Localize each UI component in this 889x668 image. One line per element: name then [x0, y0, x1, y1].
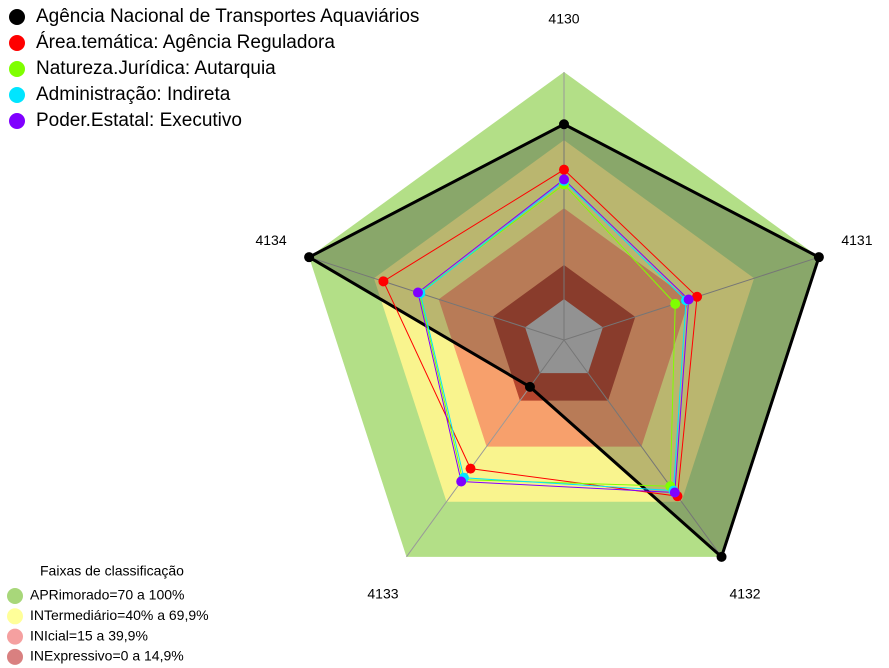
legend-marker — [7, 628, 23, 645]
data-point — [304, 252, 315, 263]
legend-marker — [9, 113, 25, 129]
data-point — [524, 381, 535, 392]
data-point — [670, 298, 681, 309]
data-point — [378, 276, 389, 287]
legend-label: Natureza.Jurídica: Autarquia — [36, 58, 276, 79]
data-point — [716, 551, 727, 562]
axis-line — [563, 339, 722, 558]
legend-label: INIcial=15 a 39,9% — [30, 627, 148, 643]
series-line — [419, 180, 687, 492]
series-line — [306, 122, 821, 560]
legend-label: Poder.Estatal: Executivo — [36, 110, 242, 131]
legend-label: Administração: Indireta — [36, 84, 231, 105]
data-point — [412, 287, 423, 298]
data-point — [456, 476, 467, 487]
legend-title: Faixas de classificação — [40, 563, 184, 579]
data-point — [813, 252, 824, 263]
legend-marker — [7, 588, 23, 604]
data-point — [683, 294, 694, 305]
legend-marker — [7, 608, 23, 625]
legend-marker — [7, 648, 23, 665]
series-line — [417, 178, 690, 494]
axis-line — [308, 256, 565, 341]
data-point — [559, 119, 569, 130]
legend-label: Área.temática: Agência Reguladora — [36, 32, 335, 53]
legend-label: INExpressivo=0 a 14,9% — [30, 648, 184, 664]
data-point — [559, 164, 569, 175]
axis-line — [406, 339, 565, 558]
data-point — [669, 487, 680, 498]
series-line — [382, 169, 698, 497]
data-point — [465, 463, 476, 474]
legend-marker — [9, 61, 25, 77]
axis-label: 4130 — [548, 11, 579, 27]
legend-label: Agência Nacional de Transportes Aquaviár… — [36, 6, 419, 27]
axis-label: 4132 — [729, 586, 760, 602]
legend-marker — [9, 35, 25, 51]
legend-marker — [9, 87, 25, 103]
data-point — [692, 291, 703, 302]
legend-label: INTermediário=40% a 69,9% — [30, 607, 209, 623]
legend-marker — [9, 9, 25, 25]
axis-label: 4134 — [255, 232, 286, 248]
axis-label: 4131 — [841, 232, 872, 248]
data-point — [559, 174, 569, 185]
legend-label: APRimorado=70 a 100% — [30, 587, 185, 603]
axis-label: 4133 — [367, 586, 398, 602]
